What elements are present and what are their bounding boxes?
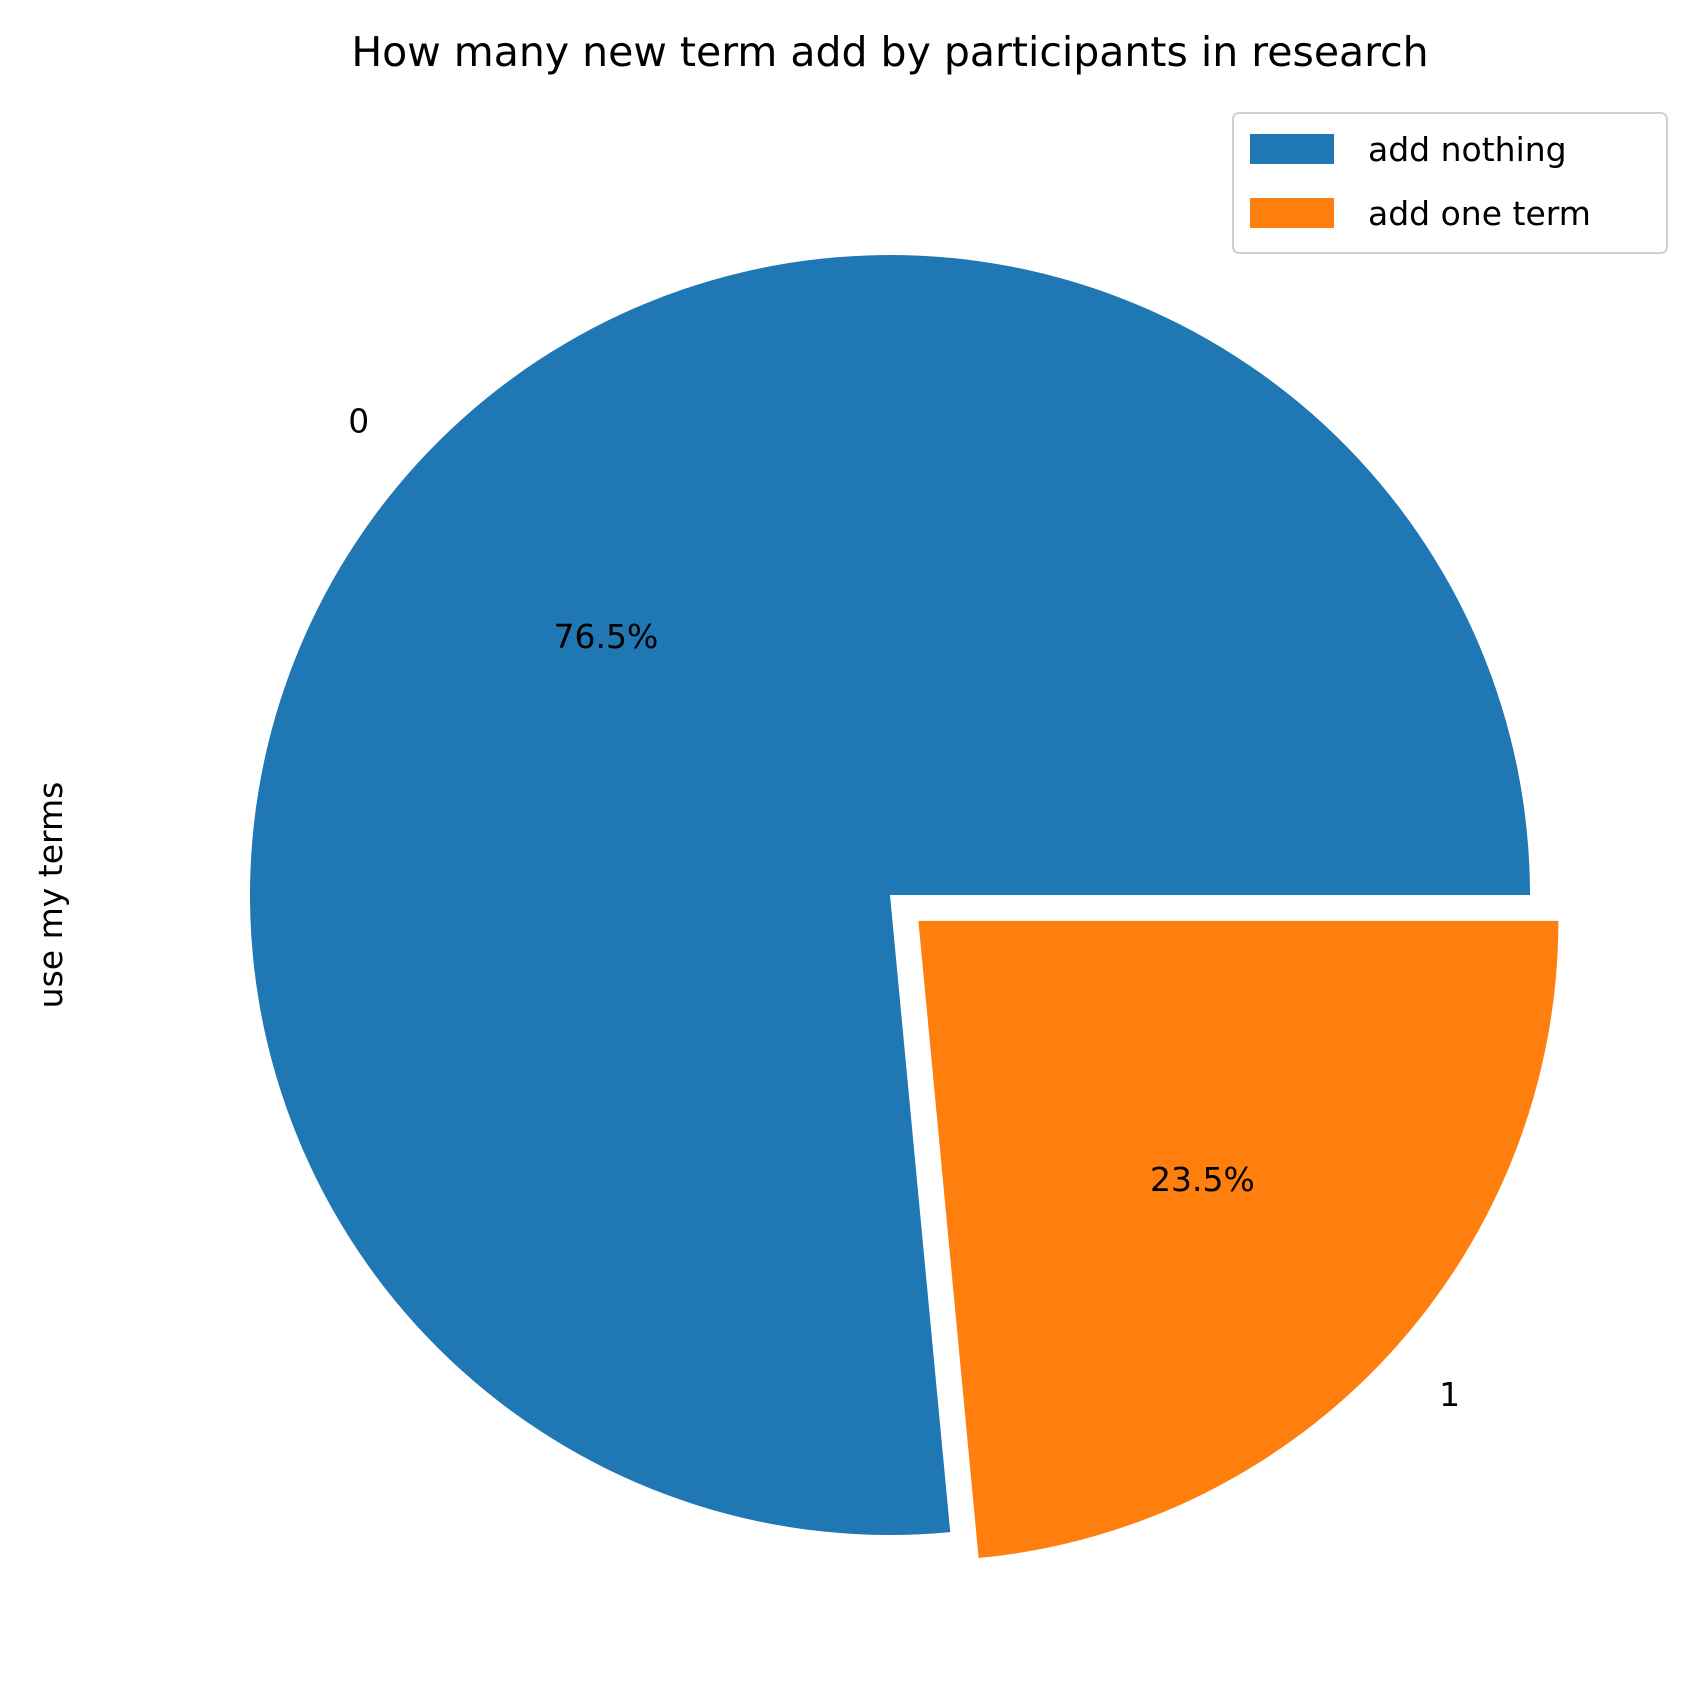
pie-labels: 0 76.5% 1 23.5%	[348, 402, 1460, 1414]
wedge-percent-0: 76.5%	[554, 617, 659, 656]
y-axis-label: use my terms	[31, 782, 70, 1009]
wedge-label-0: 0	[348, 402, 369, 441]
legend-label-add-nothing: add nothing	[1368, 130, 1567, 169]
legend-label-add-one-term: add one term	[1368, 194, 1591, 233]
legend-swatch-add-nothing	[1250, 134, 1334, 164]
pie-wedge-1	[918, 920, 1559, 1559]
chart-title: How many new term add by participants in…	[351, 28, 1428, 76]
pie-wedge-0	[250, 255, 1531, 1535]
legend: add nothing add one term	[1232, 112, 1668, 254]
wedge-label-1: 1	[1439, 1375, 1460, 1414]
legend-swatch-add-one-term	[1250, 198, 1334, 228]
pie-wedges	[250, 255, 1559, 1559]
legend-frame	[1232, 112, 1668, 254]
wedge-percent-1: 23.5%	[1150, 1160, 1255, 1199]
